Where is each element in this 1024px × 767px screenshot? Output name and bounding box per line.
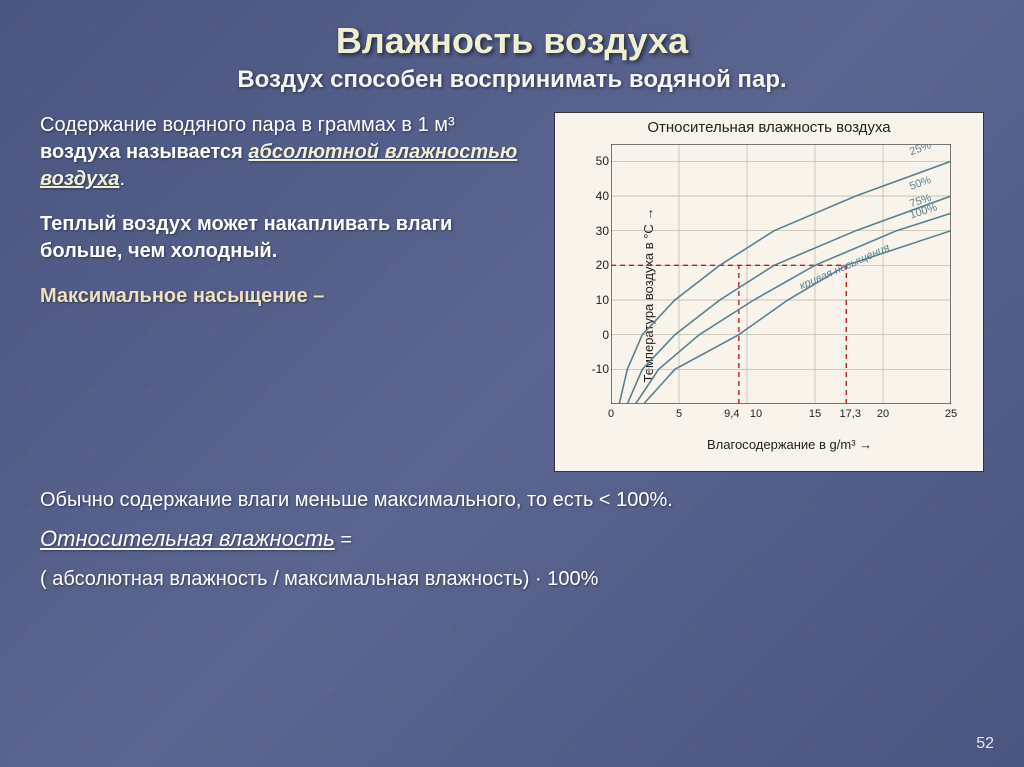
line-less-than-100: Обычно содержание влаги меньше максималь… [40,486,984,514]
y-tick-labels: -1001020304050 [583,144,609,404]
left-text: Содержание водяного пара в граммах в 1 м… [40,112,534,472]
chart-title: Относительная влажность воздуха [563,119,975,136]
plot-area: Температура воздуха в °С → -100102030405… [563,140,975,450]
p1b: воздуха называется [40,141,248,163]
chart-svg: 25%50%75%100%кривая насыщения [611,144,951,404]
page-number: 52 [976,735,994,753]
para-max-saturation: Максимальное насыщение – [40,283,534,310]
x-axis-text: Влагосодержание в g/m³ [707,437,856,452]
para-abs-humidity: Содержание водяного пара в граммах в 1 м… [40,112,534,193]
content-row: Содержание водяного пара в граммах в 1 м… [40,112,984,472]
rel-humidity-term: Относительная влажность [40,526,335,551]
x-axis-label: Влагосодержание в g/m³ → [707,437,872,452]
bottom-text: Обычно содержание влаги меньше максималь… [40,486,984,593]
slide-title: Влажность воздуха [40,20,984,62]
slide-subtitle: Воздух способен воспринимать водяной пар… [40,66,984,94]
p1a: Содержание водяного пара в граммах в 1 м… [40,114,455,136]
svg-text:25%: 25% [908,144,933,158]
para-warm-air: Теплый воздух может накапливать влаги бо… [40,211,534,265]
arrow-right-icon: → [859,437,872,452]
formula-line: ( абсолютная влажность / максимальная вл… [40,565,984,593]
x-tick-labels: 059,4101517,32025 [611,408,951,424]
equals: = [340,529,352,551]
period: . [119,168,125,190]
svg-text:50%: 50% [908,174,933,193]
relative-humidity-heading: Относительная влажность = [40,524,984,555]
humidity-chart: Относительная влажность воздуха Температ… [554,112,984,472]
